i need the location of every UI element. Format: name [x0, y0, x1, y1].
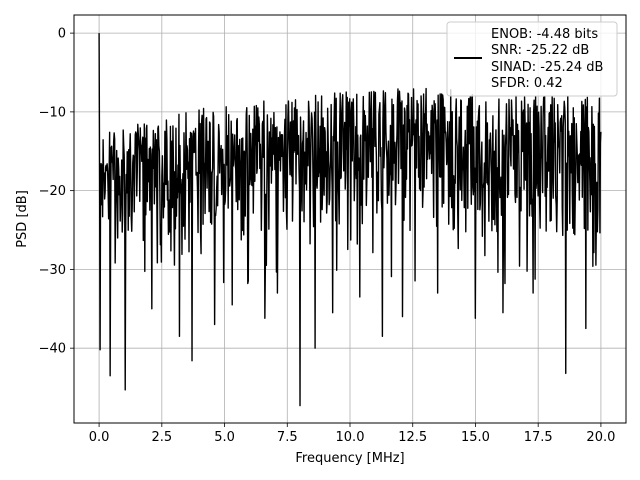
legend-box	[446, 21, 618, 97]
y-tick-label: −10	[39, 105, 66, 120]
legend-snr: SNR: -25.22 dB	[491, 43, 589, 58]
x-tick-label: 5.0	[214, 430, 235, 445]
x-tick-label: 2.5	[151, 430, 172, 445]
legend-sinad: SINAD: -25.24 dB	[491, 60, 603, 75]
series-layer	[98, 33, 602, 407]
x-tick-label: 17.5	[524, 430, 553, 445]
x-tick-label: 7.5	[277, 430, 298, 445]
y-tick-label: 0	[58, 27, 66, 42]
x-axis-label: Frequency [MHz]	[295, 451, 404, 466]
ticks: 0.0 2.5 5.0 7.5 10.0 12.5 15.0 17.5 20.0 0 −10 −20 −…	[39, 27, 616, 445]
y-tick-label: −40	[39, 342, 66, 357]
x-tick-label: 0.0	[89, 430, 110, 445]
legend-sfdr: SFDR: 0.42	[491, 76, 563, 91]
x-tick-label: 10.0	[336, 430, 365, 445]
legend: ENOB: -4.48 bits SNR: -25.22 dB SINAD: -…	[446, 21, 618, 97]
y-axis-label: PSD [dB]	[15, 190, 30, 248]
y-tick-label: −20	[39, 184, 66, 199]
x-tick-label: 15.0	[461, 430, 490, 445]
x-tick-label: 20.0	[586, 430, 615, 445]
legend-enob: ENOB: -4.48 bits	[491, 27, 598, 42]
x-tick-label: 12.5	[398, 430, 427, 445]
y-tick-label: −30	[39, 263, 66, 278]
psd-series-line	[98, 33, 602, 407]
